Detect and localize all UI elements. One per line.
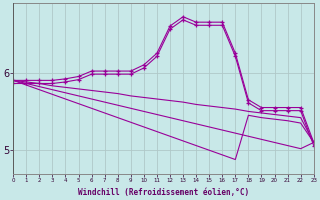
X-axis label: Windchill (Refroidissement éolien,°C): Windchill (Refroidissement éolien,°C) [78, 188, 249, 197]
